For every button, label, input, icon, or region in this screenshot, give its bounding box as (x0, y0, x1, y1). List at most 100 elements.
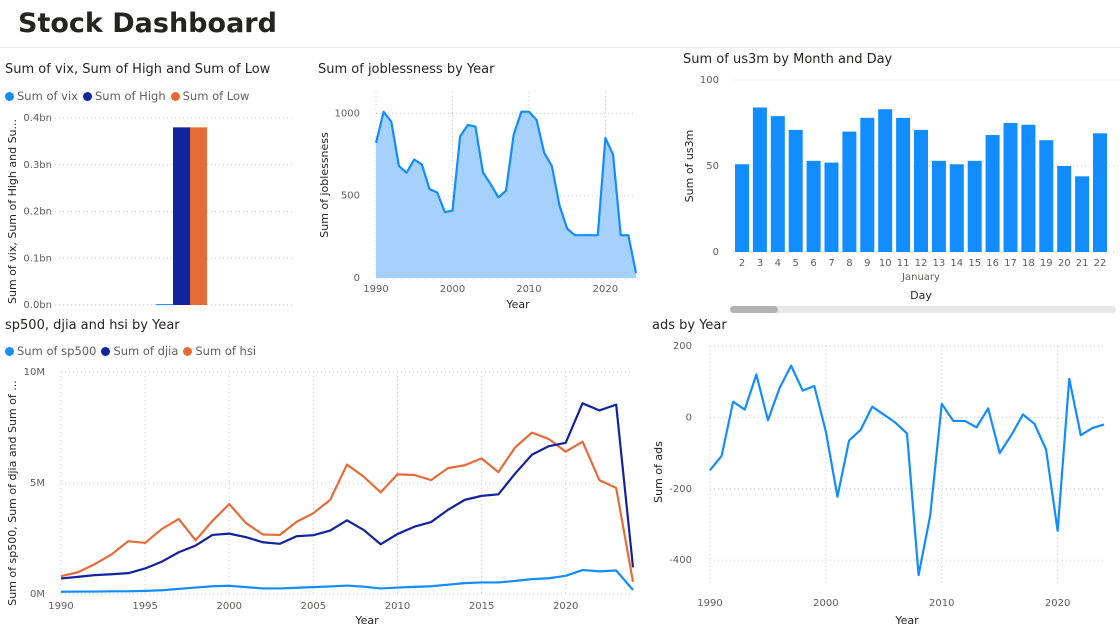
us3m-bar (1057, 166, 1072, 252)
us3m-x-tick: 10 (879, 258, 892, 269)
us3m-x-tick: 21 (1076, 258, 1089, 269)
indices-line-djia (60, 402, 635, 580)
us3m-bar (824, 162, 839, 252)
legend-item-djia[interactable]: Sum of djia (101, 344, 178, 358)
indices-chart-title: sp500, djia and hsi by Year (5, 318, 180, 333)
jobless-x-axis-title: Year (505, 298, 530, 311)
jobless-y-axis-title: Sum of joblessness (318, 132, 331, 238)
vix-bar-low (190, 127, 207, 305)
vix-y-tick: 0.1bn (23, 253, 52, 264)
indices-y-axis-title: Sum of sp500, Sum of djia and Sum of ... (6, 380, 19, 606)
jobless-x-tick: 1990 (363, 284, 388, 295)
vix-y-axis-title: Sum of vix, Sum of High and Su... (6, 119, 19, 304)
scrollbar-thumb[interactable] (730, 306, 778, 313)
indices-y-tick: 5M (30, 478, 45, 489)
jobless-y-tick: 1000 (335, 108, 360, 119)
ads-y-tick: -400 (669, 555, 692, 566)
indices-x-tick: 1995 (132, 601, 157, 612)
indices-y-tick: 0M (30, 589, 45, 600)
us3m-bar (788, 129, 803, 252)
legend-label-high: Sum of High (95, 89, 166, 103)
jobless-x-tick: 2000 (440, 284, 465, 295)
ads-x-tick: 2010 (929, 598, 954, 609)
us3m-bar (931, 160, 946, 252)
jobless-area (376, 111, 636, 278)
indices-chart[interactable]: sp500, djia and hsi by Year Sum of sp500… (5, 318, 640, 631)
jobless-y-tick: 500 (341, 191, 360, 202)
ads-x-tick: 2020 (1045, 598, 1070, 609)
us3m-x-tick: 9 (864, 258, 870, 269)
legend-item-hsi[interactable]: Sum of hsi (183, 344, 256, 358)
legend-label-hsi: Sum of hsi (195, 344, 257, 358)
legend-label-low: Sum of Low (182, 89, 250, 103)
legend-dot-sp500 (5, 346, 14, 356)
indices-y-tick: 10M (24, 367, 45, 378)
indices-x-tick: 2005 (301, 601, 326, 612)
us3m-bar (770, 116, 785, 252)
joblessness-chart[interactable]: Sum of joblessness by Year 1000 500 0 1990 2… (318, 62, 640, 312)
us3m-y-tick: 0 (713, 247, 719, 258)
indices-line-hsi (60, 431, 635, 582)
legend-dot-hsi (183, 346, 193, 356)
us3m-x-tick: 16 (986, 258, 999, 269)
vix-y-tick: 0.3bn (23, 160, 52, 171)
us3m-bar (860, 117, 875, 252)
ads-y-axis-title: Sum of ads (652, 441, 665, 503)
indices-x-tick: 2020 (553, 601, 578, 612)
vix-chart-legend: Sum of vix Sum of High Sum of Low (5, 89, 254, 103)
ads-x-tick: 2000 (813, 598, 838, 609)
legend-dot-vix (5, 91, 14, 101)
us3m-bar (1021, 124, 1036, 252)
vix-bar-vix (156, 304, 173, 306)
legend-item-vix[interactable]: Sum of vix (5, 89, 78, 103)
us3m-x-tick: 6 (810, 258, 816, 269)
indices-x-axis-title: Year (354, 614, 379, 627)
header-divider (0, 47, 1120, 48)
us3m-bar (806, 160, 821, 252)
us3m-x-tick: 7 (828, 258, 834, 269)
us3m-horizontal-scrollbar[interactable] (730, 306, 1116, 313)
us3m-chart-title: Sum of us3m by Month and Day (683, 52, 893, 67)
legend-label-vix: Sum of vix (17, 89, 78, 103)
legend-item-sp500[interactable]: Sum of sp500 (5, 344, 96, 358)
ads-y-tick: -200 (669, 484, 692, 495)
vix-chart-plot: 0.4bn 0.3bn 0.2bn 0.1bn 0.0bn Sum of vix, Sum… (6, 113, 295, 311)
legend-dot-djia (101, 346, 111, 356)
us3m-chart[interactable]: Sum of us3m by Month and Day 100 50 0 2 3 4 5 6… (683, 52, 1120, 314)
ads-chart[interactable]: ads by Year 200 0 -200 -400 1990 2000 2010 2020… (652, 318, 1120, 631)
us3m-x-tick: 5 (793, 258, 799, 269)
jobless-y-tick: 0 (354, 273, 360, 284)
legend-dot-low (170, 91, 180, 101)
vix-high-low-chart[interactable]: Sum of vix, Sum of High and Sum of Low S… (5, 62, 305, 312)
legend-item-high[interactable]: Sum of High (83, 89, 166, 103)
jobless-x-tick: 2010 (516, 284, 541, 295)
us3m-x-axis-title: Day (910, 289, 932, 302)
us3m-x-tick: 12 (915, 258, 928, 269)
vix-y-tick: 0.0bn (23, 300, 52, 311)
indices-chart-legend: Sum of sp500 Sum of djia Sum of hsi (5, 344, 261, 358)
us3m-bar (1075, 176, 1090, 252)
us3m-bar (967, 160, 982, 252)
us3m-bar (949, 164, 964, 252)
us3m-bar (1039, 140, 1054, 252)
ads-line (709, 364, 1105, 577)
us3m-y-tick: 50 (706, 161, 719, 172)
jobless-chart-title: Sum of joblessness by Year (318, 62, 495, 77)
vix-y-tick: 0.4bn (23, 113, 52, 124)
jobless-x-tick: 2020 (593, 284, 618, 295)
indices-x-tick: 2010 (385, 601, 410, 612)
us3m-y-axis-title: Sum of us3m (683, 130, 696, 203)
indices-line-sp500 (60, 568, 634, 593)
us3m-month-label: January (901, 272, 940, 283)
us3m-bar (1003, 123, 1018, 252)
us3m-x-tick: 14 (950, 258, 963, 269)
vix-y-tick: 0.2bn (23, 207, 52, 218)
us3m-chart-plot: 100 50 0 2 3 4 5 6 7 8 9 10 11 12 13 14 15 16 17 18 19 20 21 22… (683, 75, 1120, 302)
us3m-x-tick: 11 (897, 258, 910, 269)
vix-bar-high (173, 127, 190, 305)
legend-item-low[interactable]: Sum of Low (170, 89, 250, 103)
us3m-x-tick: 4 (775, 258, 781, 269)
